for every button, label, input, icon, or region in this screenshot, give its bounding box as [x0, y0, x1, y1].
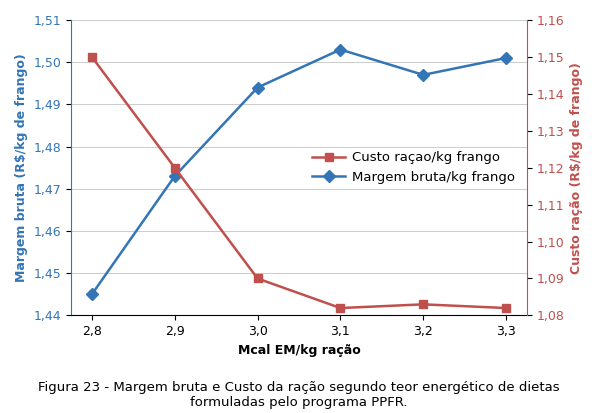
- Custo raçao/kg frango: [420, 302, 427, 307]
- Margem bruta/kg frango: [337, 47, 344, 52]
- Custo raçao/kg frango: [89, 55, 96, 59]
- Line: Custo raçao/kg frango: Custo raçao/kg frango: [88, 53, 510, 312]
- Y-axis label: Custo ração (R$/kg de frango): Custo ração (R$/kg de frango): [570, 62, 583, 274]
- Custo raçao/kg frango: [502, 306, 509, 311]
- Margem bruta/kg frango: [89, 292, 96, 297]
- Margem bruta/kg frango: [502, 55, 509, 60]
- Y-axis label: Margem bruta (R$/kg de frango): Margem bruta (R$/kg de frango): [15, 53, 28, 282]
- Custo raçao/kg frango: [254, 276, 261, 281]
- Text: Figura 23 - Margem bruta e Custo da ração segundo teor energético de dietas
form: Figura 23 - Margem bruta e Custo da raçã…: [38, 381, 560, 409]
- Custo raçao/kg frango: [171, 165, 178, 170]
- Line: Margem bruta/kg frango: Margem bruta/kg frango: [88, 45, 510, 299]
- X-axis label: Mcal EM/kg ração: Mcal EM/kg ração: [237, 344, 361, 357]
- Margem bruta/kg frango: [171, 174, 178, 179]
- Legend: Custo raçao/kg frango, Margem bruta/kg frango: Custo raçao/kg frango, Margem bruta/kg f…: [307, 146, 520, 189]
- Margem bruta/kg frango: [254, 85, 261, 90]
- Custo raçao/kg frango: [337, 306, 344, 311]
- Margem bruta/kg frango: [420, 72, 427, 77]
